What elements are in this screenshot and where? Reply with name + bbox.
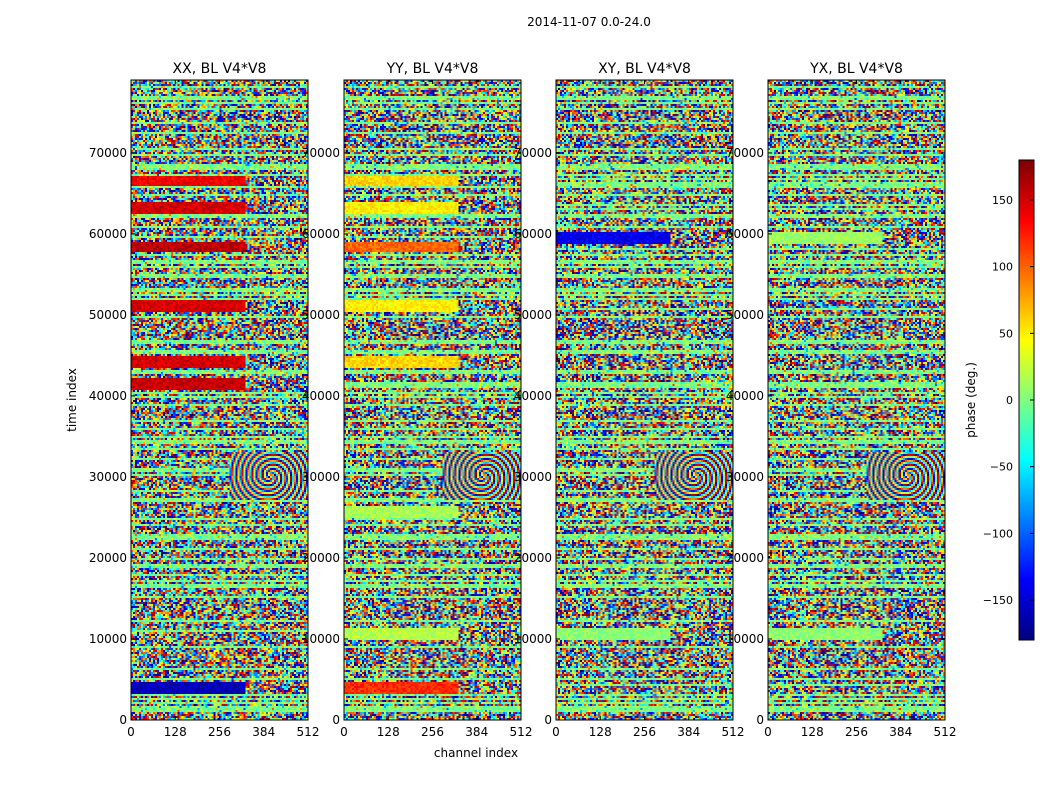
x-tick-label: 512 bbox=[934, 725, 957, 739]
x-tick-label: 128 bbox=[801, 725, 824, 739]
colorbar-label: phase (deg.) bbox=[964, 362, 978, 438]
y-tick-label: 40000 bbox=[302, 389, 340, 403]
x-tick-label: 384 bbox=[677, 725, 700, 739]
y-tick-label: 0 bbox=[544, 713, 552, 727]
colorbar-tick-label: −150 bbox=[983, 594, 1013, 607]
y-tick-label: 20000 bbox=[726, 551, 764, 565]
colorbar-tick-label: 150 bbox=[992, 194, 1013, 207]
colorbar-tick-label: 0 bbox=[1006, 394, 1013, 407]
y-tick-label: 30000 bbox=[726, 470, 764, 484]
colorbar-tick-label: 100 bbox=[992, 261, 1013, 274]
y-tick-label: 50000 bbox=[89, 308, 127, 322]
x-tick-label: 128 bbox=[589, 725, 612, 739]
y-tick-label: 30000 bbox=[514, 470, 552, 484]
x-tick-label: 0 bbox=[552, 725, 560, 739]
colorbar-gradient bbox=[1019, 160, 1034, 640]
panels: XX, BL V4*V8 0 128 256 384 512 0 10000 20000 3000… bbox=[89, 61, 957, 739]
x-axis-label: channel index bbox=[434, 746, 518, 760]
colorbar-tick-label: 50 bbox=[999, 327, 1013, 340]
x-tick-label: 0 bbox=[127, 725, 135, 739]
x-tick-label: 256 bbox=[421, 725, 444, 739]
y-tick-label: 10000 bbox=[514, 632, 552, 646]
panel-2: XY, BL V4*V8 0 128 256 384 512 0 10000 20000 3000… bbox=[514, 61, 745, 739]
y-tick-label: 10000 bbox=[89, 632, 127, 646]
y-tick-label: 40000 bbox=[726, 389, 764, 403]
x-tick-label: 0 bbox=[340, 725, 348, 739]
x-tick-label: 512 bbox=[510, 725, 533, 739]
panel-1: YY, BL V4*V8 0 128 256 384 512 0 10000 20000 3000… bbox=[302, 61, 533, 739]
panel-1-title: YY, BL V4*V8 bbox=[386, 61, 479, 77]
y-tick-label: 0 bbox=[332, 713, 340, 727]
y-tick-label: 20000 bbox=[514, 551, 552, 565]
x-tick-label: 256 bbox=[208, 725, 231, 739]
y-tick-label: 10000 bbox=[302, 632, 340, 646]
x-tick-label: 128 bbox=[164, 725, 187, 739]
x-tick-label: 256 bbox=[633, 725, 656, 739]
x-tick-label: 0 bbox=[764, 725, 772, 739]
y-tick-label: 20000 bbox=[302, 551, 340, 565]
colorbar-tick-label: −100 bbox=[983, 527, 1013, 540]
figure-suptitle: 2014-11-07 0.0-24.0 bbox=[527, 15, 651, 29]
panel-3-heatmap bbox=[768, 80, 945, 720]
x-tick-label: 256 bbox=[845, 725, 868, 739]
y-tick-label: 50000 bbox=[726, 308, 764, 322]
y-tick-label: 20000 bbox=[89, 551, 127, 565]
y-tick-label: 60000 bbox=[726, 227, 764, 241]
x-tick-label: 512 bbox=[297, 725, 320, 739]
x-tick-label: 384 bbox=[465, 725, 488, 739]
y-tick-label: 60000 bbox=[514, 227, 552, 241]
y-tick-label: 30000 bbox=[89, 470, 127, 484]
y-tick-label: 50000 bbox=[514, 308, 552, 322]
panel-1-heatmap bbox=[344, 80, 521, 720]
panel-0-heatmap bbox=[131, 80, 308, 720]
x-tick-label: 384 bbox=[889, 725, 912, 739]
x-tick-label: 128 bbox=[377, 725, 400, 739]
y-tick-label: 60000 bbox=[302, 227, 340, 241]
y-tick-label: 50000 bbox=[302, 308, 340, 322]
y-tick-label: 70000 bbox=[302, 146, 340, 160]
y-axis-label: time index bbox=[65, 368, 79, 432]
y-tick-label: 70000 bbox=[89, 146, 127, 160]
colorbar: −150 −100 −50 0 50 100 150 phase (deg.) bbox=[964, 159, 1035, 641]
y-tick-label: 70000 bbox=[514, 146, 552, 160]
y-tick-label: 10000 bbox=[726, 632, 764, 646]
panel-0-title: XX, BL V4*V8 bbox=[173, 61, 267, 77]
panel-3-title: YX, BL V4*V8 bbox=[809, 61, 903, 77]
y-tick-label: 0 bbox=[119, 713, 127, 727]
panel-3: YX, BL V4*V8 0 128 256 384 512 0 10000 20000 3000… bbox=[726, 61, 957, 739]
panel-0: XX, BL V4*V8 0 128 256 384 512 0 10000 20000 3000… bbox=[89, 61, 320, 739]
y-tick-label: 40000 bbox=[514, 389, 552, 403]
y-tick-label: 40000 bbox=[89, 389, 127, 403]
y-tick-label: 60000 bbox=[89, 227, 127, 241]
y-tick-label: 0 bbox=[756, 713, 764, 727]
panel-2-title: XY, BL V4*V8 bbox=[598, 61, 691, 77]
y-tick-label: 70000 bbox=[726, 146, 764, 160]
y-tick-label: 30000 bbox=[302, 470, 340, 484]
colorbar-tick-label: −50 bbox=[990, 461, 1013, 474]
x-tick-label: 512 bbox=[722, 725, 745, 739]
x-tick-label: 384 bbox=[252, 725, 275, 739]
panel-2-heatmap bbox=[556, 80, 733, 720]
